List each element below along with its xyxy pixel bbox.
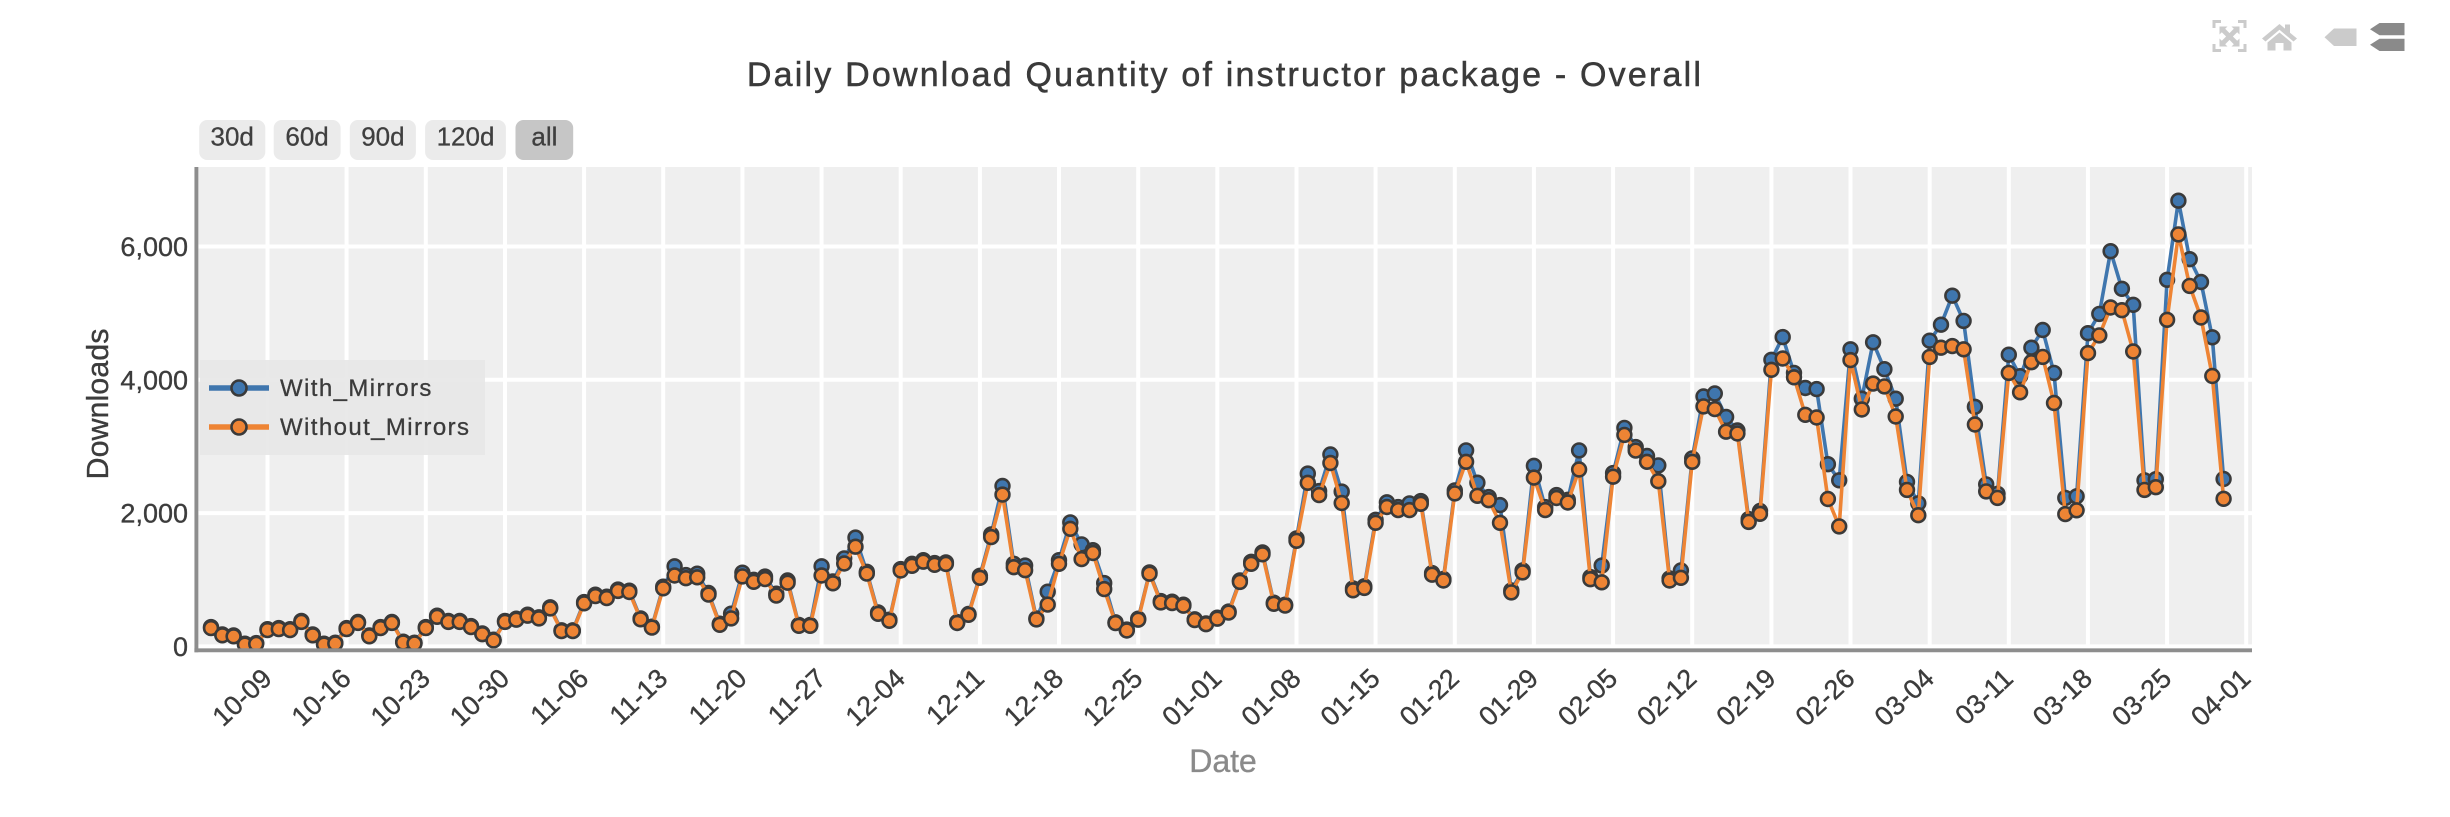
svg-text:4,000: 4,000 [120,365,188,395]
svg-text:Without_Mirrors: Without_Mirrors [280,414,470,441]
svg-text:90d: 90d [361,122,404,152]
svg-text:30d: 30d [211,122,254,152]
svg-text:60d: 60d [285,122,328,152]
svg-text:120d: 120d [437,122,495,152]
svg-text:Date: Date [1189,743,1257,779]
svg-text:all: all [531,122,557,152]
svg-text:0: 0 [173,632,188,662]
svg-text:With_Mirrors: With_Mirrors [280,375,433,402]
svg-text:2,000: 2,000 [120,499,188,529]
svg-text:Downloads: Downloads [81,329,115,480]
svg-text:6,000: 6,000 [120,232,188,262]
svg-text:Daily Download Quantity of ins: Daily Download Quantity of instructor pa… [747,56,1703,94]
